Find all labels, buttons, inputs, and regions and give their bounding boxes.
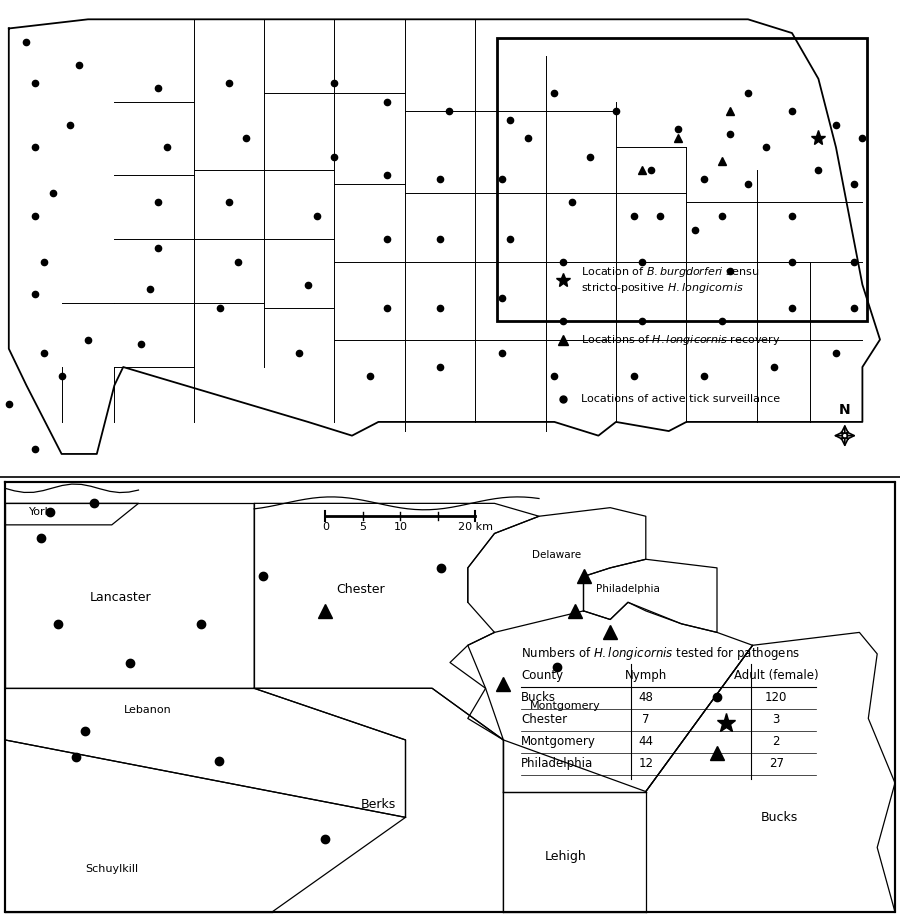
Text: 2: 2: [772, 735, 780, 748]
Text: County: County: [521, 668, 563, 682]
Text: Lancaster: Lancaster: [90, 591, 151, 604]
Text: Philadelphia: Philadelphia: [596, 584, 660, 594]
Text: Montgomery: Montgomery: [521, 735, 596, 748]
Bar: [497, 38, 867, 321]
Text: Chester: Chester: [337, 583, 385, 596]
Text: 44: 44: [639, 735, 653, 748]
Text: Lebanon: Lebanon: [123, 705, 171, 715]
Polygon shape: [9, 19, 880, 454]
Text: Chester: Chester: [521, 713, 567, 726]
Text: Locations of active tick surveillance: Locations of active tick surveillance: [580, 394, 780, 404]
Text: Berks: Berks: [361, 798, 396, 811]
Text: 48: 48: [639, 691, 653, 704]
Text: Adult (female): Adult (female): [734, 668, 818, 682]
Text: Delaware: Delaware: [532, 550, 581, 560]
Text: 27: 27: [769, 757, 784, 770]
Text: 120: 120: [765, 691, 788, 704]
Text: 10: 10: [393, 523, 408, 532]
Text: Schuylkill: Schuylkill: [86, 864, 139, 874]
Text: Lehigh: Lehigh: [544, 849, 587, 863]
Text: Bucks: Bucks: [521, 691, 556, 704]
Text: Locations of $\it{H. longicornis}$ recovery: Locations of $\it{H. longicornis}$ recov…: [580, 333, 780, 347]
Text: 12: 12: [639, 757, 653, 770]
Text: Location of $\it{B. burgdorferi}$ sensu
stricto-positive $\it{H. longicornis}$: Location of $\it{B. burgdorferi}$ sensu …: [580, 265, 759, 295]
Text: Bucks: Bucks: [760, 811, 798, 823]
Text: 5: 5: [359, 523, 366, 532]
Text: York: York: [29, 507, 52, 517]
Text: Philadelphia: Philadelphia: [521, 757, 593, 770]
Text: 0: 0: [322, 523, 328, 532]
Text: 7: 7: [643, 713, 650, 726]
Text: 20 km: 20 km: [458, 523, 493, 532]
Text: N: N: [839, 403, 850, 417]
Text: 3: 3: [772, 713, 780, 726]
Text: Nymph: Nymph: [626, 668, 667, 682]
Text: Numbers of $\it{H. longicornis}$ tested for pathogens: Numbers of $\it{H. longicornis}$ tested …: [521, 645, 800, 662]
Text: Montgomery: Montgomery: [530, 701, 601, 711]
